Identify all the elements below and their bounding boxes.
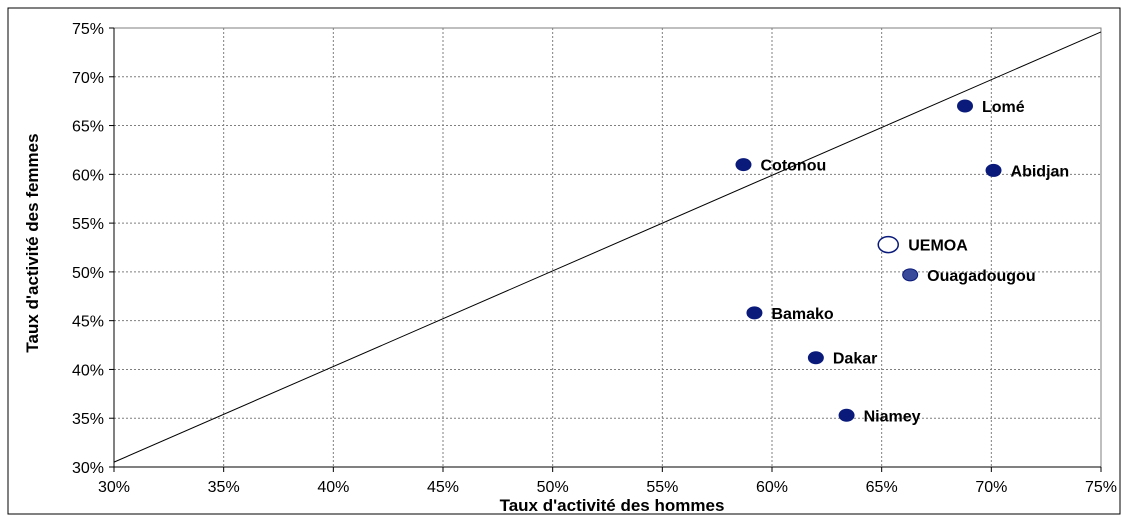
x-tick-labels: 30% 35% 40% 45% 50% 55% 60% 65% 70% 75% <box>98 467 1117 496</box>
y-tick-label: 40% <box>72 362 104 379</box>
y-tick-label: 65% <box>72 119 104 136</box>
x-tick-label: 50% <box>537 479 569 496</box>
x-tick-label: 35% <box>208 479 240 496</box>
point-label-lome: Lomé <box>982 99 1025 116</box>
point-uemoa <box>877 235 899 254</box>
data-points: Lomé Cotonou Abidjan UEMOA Ouagadougou Bamako… <box>735 99 1070 425</box>
y-tick-label: 50% <box>72 265 104 282</box>
y-tick-label: 45% <box>72 314 104 331</box>
x-tick-label: 65% <box>866 479 898 496</box>
x-tick-label: 40% <box>317 479 349 496</box>
y-tick-labels: 30% 35% 40% 45% 50% 55% 60% 65% 70% 75% <box>72 21 114 477</box>
point-label-bamako: Bamako <box>771 306 833 323</box>
plot-area <box>113 27 1102 468</box>
point-lome <box>957 99 974 113</box>
chart-frame <box>7 7 1121 515</box>
x-tick-label: 30% <box>98 479 130 496</box>
point-label-niamey: Niamey <box>864 408 921 425</box>
point-label-dakar: Dakar <box>833 351 877 368</box>
reference-line <box>113 31 1102 463</box>
y-axis-title: Taux d'activité des femmes <box>23 133 42 352</box>
y-tick-label: 60% <box>72 167 104 184</box>
point-cotonou <box>735 158 752 172</box>
point-ouagadougou <box>902 268 919 282</box>
y-tick-label: 35% <box>72 411 104 428</box>
point-label-ouagadougou: Ouagadougou <box>927 268 1035 285</box>
diagonal-line <box>113 31 1102 463</box>
x-axis-title: Taux d'activité des hommes <box>500 496 725 515</box>
point-niamey <box>838 408 855 422</box>
y-tick-label: 75% <box>72 21 104 38</box>
point-label-cotonou: Cotonou <box>760 158 826 175</box>
point-dakar <box>807 351 824 365</box>
point-label-uemoa: UEMOA <box>908 238 968 255</box>
point-bamako <box>746 306 763 320</box>
point-label-abidjan: Abidjan <box>1011 163 1070 180</box>
point-abidjan <box>985 163 1002 177</box>
y-tick-label: 70% <box>72 70 104 87</box>
x-tick-label: 55% <box>646 479 678 496</box>
x-tick-label: 75% <box>1085 479 1117 496</box>
x-tick-label: 70% <box>975 479 1007 496</box>
x-tick-label: 45% <box>427 479 459 496</box>
y-tick-label: 55% <box>72 216 104 233</box>
y-tick-label: 30% <box>72 460 104 477</box>
grid <box>114 28 1101 467</box>
x-tick-label: 60% <box>756 479 788 496</box>
